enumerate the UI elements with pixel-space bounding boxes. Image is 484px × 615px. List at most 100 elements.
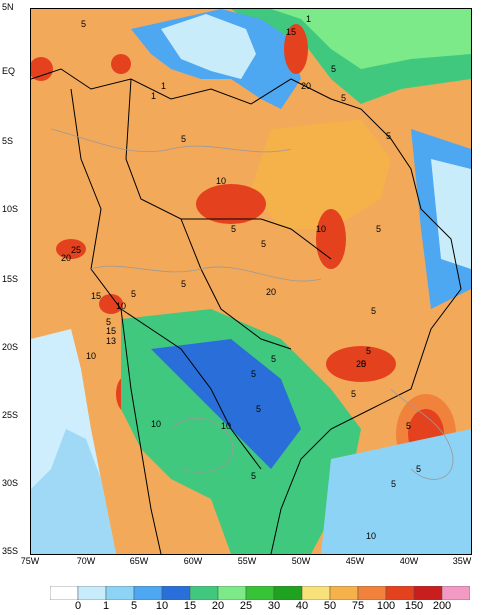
- legend-label: 0: [74, 600, 82, 612]
- legend-label: 200: [432, 600, 452, 612]
- longitude-label: 55W: [237, 556, 257, 566]
- legend-label: 1: [102, 600, 110, 612]
- latitude-label: 20S: [2, 342, 19, 352]
- legend-swatch: [413, 585, 443, 601]
- legend-label: 30: [267, 600, 281, 612]
- legend-swatch: [385, 585, 415, 601]
- contour-label: 10: [216, 176, 227, 186]
- guiana-red-spot: [284, 24, 308, 74]
- east-red-spot: [316, 209, 346, 269]
- longitude-label: 75W: [20, 556, 40, 566]
- legend-label: 5: [130, 600, 138, 612]
- contour-label: 10: [221, 421, 232, 431]
- legend-swatch: [301, 585, 331, 601]
- longitude-label: 35W: [452, 556, 472, 566]
- contour-label: 15: [286, 27, 297, 37]
- contour-label: 5: [366, 346, 372, 356]
- southeast-red-spot: [326, 346, 396, 382]
- legend-swatch: [245, 585, 275, 601]
- contour-label: 5: [376, 224, 382, 234]
- contour-label: 5: [416, 464, 422, 474]
- contour-label: 10: [151, 419, 162, 429]
- contour-label: 10: [86, 351, 97, 361]
- latitude-label: 25S: [2, 410, 19, 420]
- latitude-label: 35S: [2, 546, 19, 556]
- legend-label: 25: [239, 600, 253, 612]
- latitude-label: 5S: [2, 136, 14, 146]
- contour-label: 10: [316, 224, 327, 234]
- contour-label: 5: [231, 224, 237, 234]
- contour-label: 5: [341, 93, 347, 103]
- legend-swatch: [105, 585, 135, 601]
- legend-swatch: [329, 585, 359, 601]
- contour-label: 5: [386, 131, 392, 141]
- latitude-label: EQ: [2, 66, 16, 76]
- legend-swatch: [357, 585, 387, 601]
- contour-label: 1: [306, 14, 312, 24]
- south-blue-band: [151, 339, 301, 469]
- contour-label: 20: [356, 359, 367, 369]
- contour-label: 5: [361, 359, 367, 369]
- contour-label: 5: [181, 279, 187, 289]
- legend-swatch: [77, 585, 107, 601]
- legend-label: 10: [155, 600, 169, 612]
- legend-label: 150: [404, 600, 424, 612]
- legend-swatch: [189, 585, 219, 601]
- legend-label: 75: [351, 600, 365, 612]
- precipitation-map: 1 15 5 20 5 1 5 5 10 5 10 5 5 25 20 5 15 10 5 5 10 15 13 10 5 20 5…: [30, 8, 472, 555]
- east-coast-lightblue: [431, 159, 471, 269]
- contour-lines: [50, 128, 454, 480]
- contour-label: 5: [106, 317, 112, 327]
- legend-label: 40: [295, 600, 309, 612]
- legend-swatch: [273, 585, 303, 601]
- contour-label: 5: [371, 306, 377, 316]
- precipitation-legend: [49, 585, 471, 601]
- contour-label: 5: [181, 134, 187, 144]
- contour-label: 5: [131, 289, 137, 299]
- colombia-red-spot: [31, 57, 53, 81]
- contour-label: 10: [116, 301, 127, 311]
- contour-label: 5: [261, 239, 267, 249]
- latitude-label: 15S: [2, 274, 19, 284]
- central-orange-region: [251, 119, 391, 229]
- longitude-label: 40W: [399, 556, 419, 566]
- contour-label: 25: [71, 245, 82, 255]
- contour-label: 13: [106, 336, 117, 346]
- contour-label: 1: [161, 81, 167, 91]
- contour-label: 5: [391, 479, 397, 489]
- legend-swatch: [49, 585, 79, 601]
- legend-swatch: [217, 585, 247, 601]
- colombia-east-red-spot: [111, 54, 131, 74]
- longitude-label: 50W: [291, 556, 311, 566]
- contour-label: 5: [251, 369, 257, 379]
- central-red-spot: [196, 184, 266, 224]
- northwest-lightblue-region: [161, 14, 256, 79]
- contour-label: 20: [301, 81, 312, 91]
- legend-label: 20: [211, 600, 225, 612]
- latitude-label: 30S: [2, 478, 19, 488]
- legend-label: 50: [323, 600, 337, 612]
- longitude-label: 70W: [76, 556, 96, 566]
- contour-label: 20: [61, 253, 72, 263]
- contour-label: 5: [256, 404, 262, 414]
- contour-label: 5: [351, 389, 357, 399]
- pacific-light-area: [31, 429, 116, 554]
- contour-label: 15: [91, 291, 102, 301]
- latitude-label: 5N: [2, 2, 14, 12]
- latitude-label: 10S: [2, 204, 19, 214]
- longitude-label: 60W: [183, 556, 203, 566]
- legend-colorbar: [49, 585, 471, 601]
- legend-swatch: [133, 585, 163, 601]
- north-atlantic-light-green: [271, 9, 471, 69]
- longitude-label: 45W: [345, 556, 365, 566]
- legend-swatch: [161, 585, 191, 601]
- south-atlantic-lightblue: [321, 429, 471, 554]
- legend-label: 100: [376, 600, 396, 612]
- contour-label: 5: [271, 354, 277, 364]
- contour-label: 5: [251, 471, 257, 481]
- peru-red-spot: [56, 239, 86, 259]
- country-borders: [31, 68, 462, 554]
- legend-label: 15: [183, 600, 197, 612]
- contour-label: 10: [366, 531, 377, 541]
- contour-label: 1: [151, 91, 157, 101]
